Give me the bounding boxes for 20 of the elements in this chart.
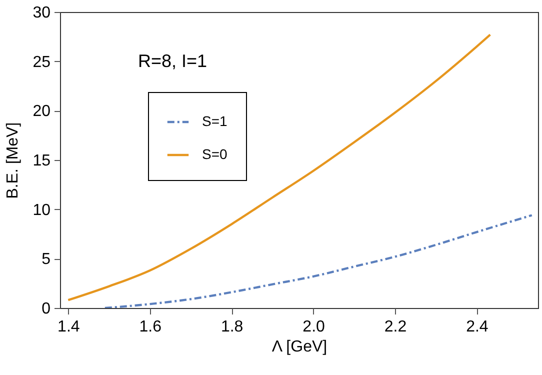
- y-tick-label: 0: [42, 300, 51, 318]
- y-tick-label: 30: [32, 4, 51, 22]
- y-tick-label: 5: [42, 251, 51, 268]
- line-series: [67, 34, 492, 302]
- x-tick-label: 1.6: [139, 318, 162, 336]
- y-axis-title: B.E. [MeV]: [4, 122, 22, 199]
- legend-label: S=1: [202, 113, 228, 129]
- y-tick-label: 25: [32, 54, 51, 71]
- x-tick-label: 1.4: [58, 318, 80, 336]
- x-axis-title: Λ [GeV]: [272, 338, 328, 356]
- annotation: R=8, I=1: [138, 51, 208, 71]
- y-tick-label: 10: [32, 202, 51, 219]
- legend-label: S=0: [202, 146, 228, 162]
- x-tick-label: 1.8: [220, 318, 244, 336]
- x-tick-label: 2.2: [384, 318, 407, 336]
- x-tick-label: 2.4: [466, 318, 488, 336]
- y-tick-label: 20: [32, 103, 51, 120]
- x-tick-label: 2.0: [302, 318, 326, 336]
- line-series: [104, 214, 533, 308]
- y-tick-label: 15: [32, 152, 51, 170]
